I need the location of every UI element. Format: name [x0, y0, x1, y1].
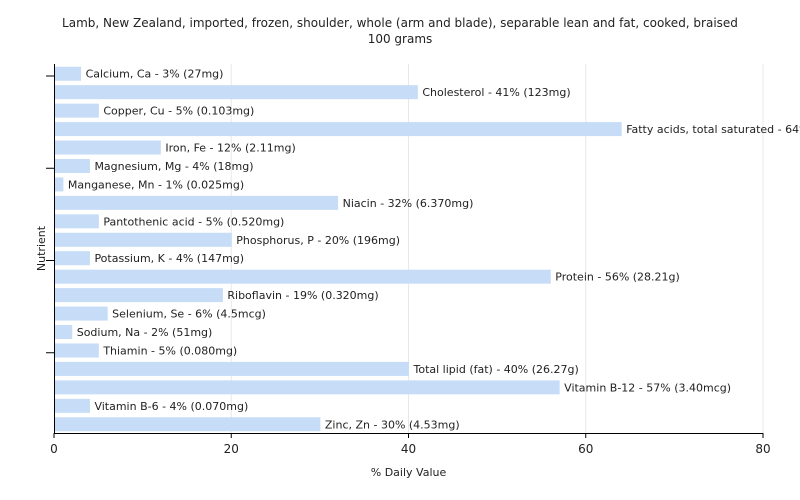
- bar: [54, 398, 90, 413]
- bar-label: Riboflavin - 19% (0.320mg): [227, 289, 378, 302]
- bar: [54, 103, 99, 118]
- bar: [54, 85, 418, 100]
- bar-label: Copper, Cu - 5% (0.103mg): [103, 105, 254, 118]
- bar-label: Total lipid (fat) - 40% (26.27g): [413, 363, 579, 376]
- bar: [54, 380, 560, 395]
- x-axis-label: % Daily Value: [371, 466, 447, 479]
- bar-label: Iron, Fe - 12% (2.11mg): [165, 142, 295, 155]
- bar: [54, 417, 321, 432]
- x-tick-label: 20: [224, 442, 239, 456]
- bar-label: Cholesterol - 41% (123mg): [422, 86, 570, 99]
- bar-label: Vitamin B-6 - 4% (0.070mg): [94, 400, 248, 413]
- bar-label: Fatty acids, total saturated - 64% (12.7…: [626, 123, 800, 136]
- bar-label: Calcium, Ca - 3% (27mg): [86, 68, 224, 81]
- bar: [54, 66, 82, 81]
- chart-title: Lamb, New Zealand, imported, frozen, sho…: [0, 15, 800, 47]
- axis-ticks: 0 20 40 60 80: [46, 75, 771, 456]
- bar-label: Phosphorus, P - 20% (196mg): [236, 234, 400, 247]
- x-tick-label: 60: [578, 442, 593, 456]
- bar: [54, 288, 223, 303]
- bar: [54, 177, 64, 192]
- chart-title-line-1: Lamb, New Zealand, imported, frozen, sho…: [62, 16, 738, 30]
- bar: [54, 158, 90, 173]
- grid-lines: [230, 64, 764, 433]
- bar-label: Manganese, Mn - 1% (0.025mg): [68, 178, 244, 191]
- bar: [54, 214, 99, 229]
- bar: [54, 232, 232, 247]
- bar: [54, 251, 90, 266]
- bar-label: Vitamin B-12 - 57% (3.40mcg): [564, 381, 731, 394]
- bar-label: Sodium, Na - 2% (51mg): [77, 326, 213, 339]
- bar: [54, 325, 73, 340]
- bar: [54, 140, 161, 155]
- bar-label: Magnesium, Mg - 4% (18mg): [94, 160, 253, 173]
- bar-label: Pantothenic acid - 5% (0.520mg): [103, 215, 284, 228]
- bar: [54, 361, 409, 376]
- bar: [54, 122, 622, 137]
- x-tick-label: 40: [401, 442, 416, 456]
- chart-title-line-2: 100 grams: [367, 32, 433, 46]
- bar: [54, 195, 339, 210]
- bar: [54, 306, 108, 321]
- bar-label: Potassium, K - 4% (147mg): [94, 252, 244, 265]
- x-tick-label: 80: [755, 442, 770, 456]
- y-axis-label: Nutrient: [35, 225, 48, 271]
- bar-label: Thiamin - 5% (0.080mg): [102, 344, 237, 357]
- bar-series: Calcium, Ca - 3% (27mg) Cholesterol - 41%…: [54, 66, 800, 432]
- bar-label: Selenium, Se - 6% (4.5mcg): [112, 308, 266, 321]
- bar-label: Niacin - 32% (6.370mg): [343, 197, 474, 210]
- bar-label: Zinc, Zn - 30% (4.53mg): [325, 418, 460, 431]
- bar-label: Protein - 56% (28.21g): [555, 271, 680, 284]
- x-tick-label: 0: [50, 442, 58, 456]
- bar: [54, 269, 551, 284]
- bar: [54, 343, 99, 358]
